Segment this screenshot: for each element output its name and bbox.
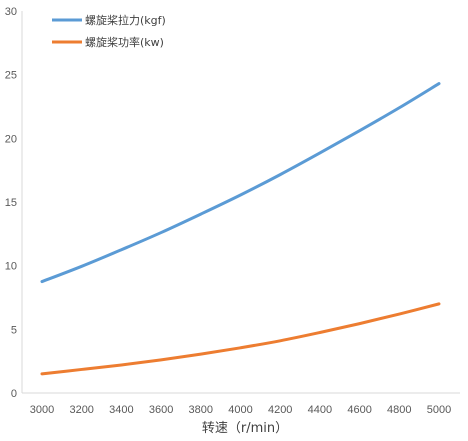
y-tick-label: 5: [11, 324, 17, 336]
x-tick-label: 3600: [149, 404, 173, 416]
y-axis: 0 5 10 15 20 25 30: [5, 6, 23, 400]
y-tick-label: 30: [5, 6, 17, 18]
legend-label-propeller-power: 螺旋桨功率(kw): [85, 35, 164, 49]
plot-area: [40, 82, 441, 376]
x-tick-label: 4600: [347, 404, 371, 416]
x-tick-label: 4800: [387, 404, 411, 416]
y-tick-label: 25: [5, 70, 17, 82]
series-line-propeller-thrust: [40, 82, 441, 284]
legend-label-propeller-thrust: 螺旋桨拉力(kgf): [85, 13, 166, 27]
x-tick-label: 3400: [109, 404, 133, 416]
y-tick-label: 10: [5, 261, 17, 273]
x-tick-label: 3200: [69, 404, 93, 416]
x-axis-title: 转速（r/min）: [202, 421, 288, 436]
x-tick-label: 4000: [228, 404, 252, 416]
legend: 螺旋桨拉力(kgf) 螺旋桨功率(kw): [52, 13, 166, 49]
y-tick-label: 15: [5, 197, 17, 209]
x-tick-label: 3800: [189, 404, 213, 416]
y-tick-label: 0: [11, 388, 17, 400]
x-tick-label: 3000: [30, 404, 54, 416]
y-tick-label: 20: [5, 133, 17, 145]
x-axis: 3000 3200 3400 3600 3800 4000 4200 4400 …: [22, 392, 460, 436]
x-tick-label: 4200: [268, 404, 292, 416]
x-tick-label: 5000: [427, 404, 451, 416]
series-line-propeller-power: [40, 302, 441, 376]
x-tick-label: 4400: [308, 404, 332, 416]
